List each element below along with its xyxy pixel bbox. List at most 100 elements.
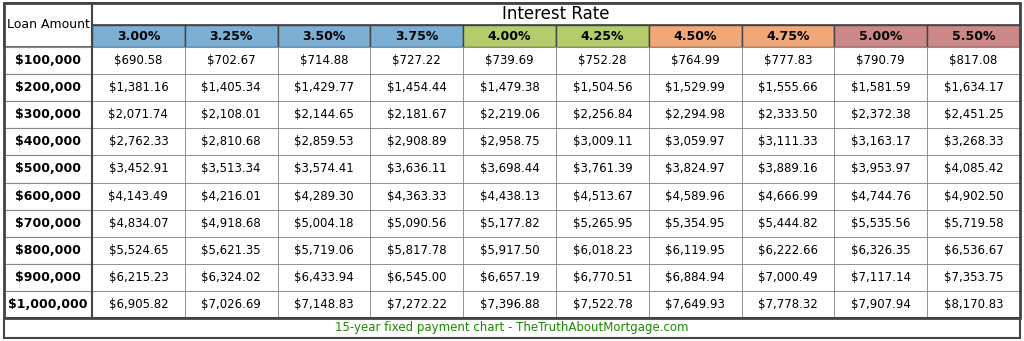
Text: Loan Amount: Loan Amount	[6, 18, 89, 31]
Text: $4,143.49: $4,143.49	[109, 190, 168, 203]
Text: $400,000: $400,000	[15, 135, 81, 148]
Text: $817.08: $817.08	[949, 54, 997, 67]
Text: $3,513.34: $3,513.34	[202, 162, 261, 176]
Bar	[184, 101, 278, 128]
Text: $2,108.01: $2,108.01	[202, 108, 261, 121]
Bar	[371, 155, 463, 182]
Text: 4.50%: 4.50%	[674, 30, 717, 43]
Text: $7,522.78: $7,522.78	[572, 298, 632, 311]
Bar	[649, 74, 741, 101]
Text: $6,536.67: $6,536.67	[944, 244, 1004, 257]
Bar	[835, 264, 927, 291]
Bar	[4, 210, 92, 237]
Bar	[371, 74, 463, 101]
Bar	[835, 291, 927, 318]
Bar	[4, 237, 92, 264]
Bar	[927, 155, 1020, 182]
Text: $2,294.98: $2,294.98	[666, 108, 725, 121]
Bar	[4, 291, 92, 318]
Text: $3,636.11: $3,636.11	[387, 162, 446, 176]
Text: $690.58: $690.58	[115, 54, 163, 67]
Text: 5.00%: 5.00%	[859, 30, 902, 43]
Bar	[556, 25, 649, 47]
Text: $4,744.76: $4,744.76	[851, 190, 910, 203]
Bar	[278, 182, 371, 210]
Bar	[371, 291, 463, 318]
Text: $752.28: $752.28	[579, 54, 627, 67]
Bar	[741, 101, 835, 128]
Bar	[463, 291, 556, 318]
Text: $1,454.44: $1,454.44	[387, 81, 446, 94]
Text: $800,000: $800,000	[15, 244, 81, 257]
Bar	[184, 74, 278, 101]
Text: $6,770.51: $6,770.51	[572, 271, 632, 284]
Bar	[463, 25, 556, 47]
Bar	[463, 155, 556, 182]
Bar	[649, 291, 741, 318]
Text: $5,444.82: $5,444.82	[758, 217, 818, 229]
Bar	[4, 74, 92, 101]
Text: $6,905.82: $6,905.82	[109, 298, 168, 311]
Bar	[835, 237, 927, 264]
Text: $5,354.95: $5,354.95	[666, 217, 725, 229]
Text: $1,429.77: $1,429.77	[294, 81, 354, 94]
Text: $5,004.18: $5,004.18	[294, 217, 353, 229]
Bar	[92, 182, 184, 210]
Bar	[556, 128, 649, 155]
Text: $2,071.74: $2,071.74	[109, 108, 168, 121]
Text: $3,452.91: $3,452.91	[109, 162, 168, 176]
Bar	[556, 47, 649, 74]
Text: $6,657.19: $6,657.19	[479, 271, 540, 284]
Bar	[278, 264, 371, 291]
Bar	[463, 182, 556, 210]
Text: $2,256.84: $2,256.84	[572, 108, 632, 121]
Text: $1,504.56: $1,504.56	[572, 81, 632, 94]
Bar	[927, 101, 1020, 128]
Bar	[184, 155, 278, 182]
Text: $2,810.68: $2,810.68	[202, 135, 261, 148]
Text: 15-year fixed payment chart - TheTruthAboutMortgage.com: 15-year fixed payment chart - TheTruthAb…	[335, 322, 689, 335]
Text: $4,085.42: $4,085.42	[944, 162, 1004, 176]
Bar	[4, 128, 92, 155]
Bar	[649, 264, 741, 291]
Text: $600,000: $600,000	[15, 190, 81, 203]
Bar	[371, 237, 463, 264]
Bar	[278, 25, 371, 47]
Text: 3.75%: 3.75%	[395, 30, 438, 43]
Bar	[184, 47, 278, 74]
Bar	[649, 210, 741, 237]
Text: $7,000.49: $7,000.49	[758, 271, 818, 284]
Text: $3,574.41: $3,574.41	[294, 162, 354, 176]
Text: $5,917.50: $5,917.50	[480, 244, 540, 257]
Bar	[92, 101, 184, 128]
Bar	[278, 74, 371, 101]
Text: $1,555.66: $1,555.66	[758, 81, 818, 94]
Bar	[556, 155, 649, 182]
Text: $7,026.69: $7,026.69	[202, 298, 261, 311]
Bar	[278, 155, 371, 182]
Bar	[4, 47, 92, 74]
Text: $4,589.96: $4,589.96	[666, 190, 725, 203]
Bar	[927, 74, 1020, 101]
Bar	[92, 155, 184, 182]
Bar	[92, 3, 1020, 25]
Bar	[92, 237, 184, 264]
Text: $2,859.53: $2,859.53	[294, 135, 353, 148]
Text: $7,272.22: $7,272.22	[387, 298, 446, 311]
Bar	[371, 182, 463, 210]
Bar	[463, 74, 556, 101]
Text: $500,000: $500,000	[15, 162, 81, 176]
Bar	[649, 182, 741, 210]
Text: $1,000,000: $1,000,000	[8, 298, 88, 311]
Text: $300,000: $300,000	[15, 108, 81, 121]
Text: $2,181.67: $2,181.67	[387, 108, 446, 121]
Bar	[741, 210, 835, 237]
Text: $4,438.13: $4,438.13	[480, 190, 540, 203]
Bar	[463, 237, 556, 264]
Bar	[927, 47, 1020, 74]
Text: $5,177.82: $5,177.82	[479, 217, 540, 229]
Text: $3,761.39: $3,761.39	[572, 162, 632, 176]
Bar	[371, 128, 463, 155]
Text: $1,479.38: $1,479.38	[479, 81, 540, 94]
Bar	[92, 291, 184, 318]
